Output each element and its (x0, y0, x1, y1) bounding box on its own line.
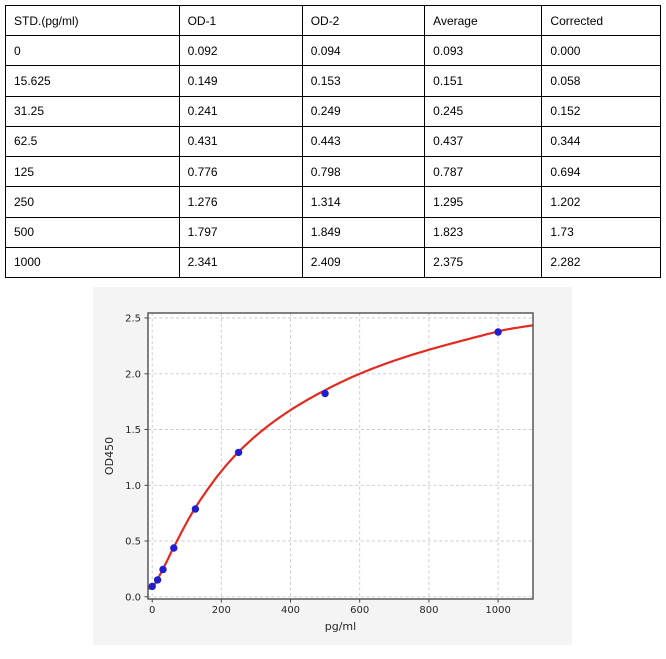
table-cell: 0.776 (178, 155, 303, 188)
svg-text:2.0: 2.0 (125, 369, 141, 380)
svg-text:1.0: 1.0 (125, 481, 141, 492)
svg-text:400: 400 (281, 605, 300, 616)
table-cell: 0.437 (424, 125, 543, 158)
table-cell: 0.245 (424, 95, 543, 127)
y-axis-label: OD450 (103, 437, 116, 475)
table-cell: 0.249 (301, 95, 426, 127)
table-cell: 1.295 (424, 186, 543, 218)
table-cell: 1.823 (424, 216, 543, 248)
table-cell: 15.625 (5, 65, 180, 97)
data-point (153, 576, 162, 584)
column-header: Corrected (541, 5, 661, 36)
data-point (234, 448, 243, 457)
table-cell: 0.094 (301, 34, 426, 67)
table-row: 31.25 0.241 0.249 0.245 0.152 (5, 95, 661, 127)
table-cell: 0.000 (541, 34, 661, 67)
data-point (321, 389, 329, 398)
table-cell: 0.443 (301, 125, 426, 158)
table-cell: 125 (5, 155, 180, 188)
table-cell: 0.058 (541, 65, 661, 97)
data-point (148, 582, 156, 591)
table-cell: 2.409 (301, 246, 426, 279)
table-row: 125 0.776 0.798 0.787 0.694 (5, 155, 661, 188)
standards-table-wrap: STD.(pg/ml) OD-1 OD-2 Average Corrected 0 0.0… (5, 5, 661, 279)
x-axis-label: pg/ml (325, 620, 356, 633)
table-row: 62.5 0.431 0.443 0.437 0.344 (5, 125, 661, 158)
x-tick-labels: 0 200 400 600 800 1000 (149, 605, 511, 616)
table-row: 1000 2.341 2.409 2.375 2.282 (5, 246, 661, 279)
svg-text:1000: 1000 (485, 605, 510, 616)
svg-text:800: 800 (419, 605, 438, 616)
data-point (191, 505, 200, 513)
column-header: Average (424, 5, 543, 36)
table-cell: 0.798 (301, 155, 426, 188)
standard-data-points (148, 328, 502, 591)
table-cell: 1.849 (301, 216, 426, 248)
table-row: 15.625 0.149 0.153 0.151 0.058 (5, 65, 661, 97)
grid-lines (148, 313, 533, 599)
table-cell: 1.797 (178, 216, 303, 248)
table-cell: 2.375 (424, 246, 543, 279)
table-row: 0 0.092 0.094 0.093 0.000 (5, 34, 661, 67)
data-point (494, 328, 502, 336)
plot-area (148, 313, 533, 599)
fit-curve (148, 324, 533, 590)
svg-text:1.5: 1.5 (125, 425, 141, 436)
svg-text:200: 200 (212, 605, 231, 616)
table-cell: 31.25 (5, 95, 180, 127)
svg-text:600: 600 (350, 605, 369, 616)
table-cell: 500 (5, 216, 180, 248)
table-cell: 0.153 (301, 65, 426, 97)
svg-text:0.0: 0.0 (125, 592, 141, 603)
data-point (159, 565, 167, 574)
table-cell: 250 (5, 186, 180, 218)
plot-frame (147, 312, 534, 600)
column-header: OD-1 (178, 5, 303, 36)
table-cell: 1.73 (541, 216, 661, 248)
table-cell: 0.092 (178, 34, 303, 67)
svg-text:2.5: 2.5 (125, 314, 141, 325)
standards-table: STD.(pg/ml) OD-1 OD-2 Average Corrected 0 0.0… (5, 5, 661, 279)
table-cell: 62.5 (5, 125, 180, 158)
table-cell: 1.314 (301, 186, 426, 218)
table-cell: 1.276 (178, 186, 303, 218)
column-header: STD.(pg/ml) (5, 5, 180, 36)
table-cell: 0.787 (424, 155, 543, 188)
table-cell: 0.152 (541, 95, 661, 127)
standard-curve-chart: 0 200 400 600 800 1000 0.0 0.5 1.0 1.5 2.0 2.5 pg/ml… (93, 287, 572, 645)
table-header-row: STD.(pg/ml) OD-1 OD-2 Average Corrected (5, 5, 661, 36)
table-cell: 0.093 (424, 34, 543, 67)
table-cell: 0.344 (541, 125, 661, 158)
table-cell: 1.202 (541, 186, 661, 218)
table-row: 250 1.276 1.314 1.295 1.202 (5, 186, 661, 218)
data-point (170, 544, 178, 552)
table-cell: 0.149 (178, 65, 303, 97)
chart-svg: 0 200 400 600 800 1000 0.0 0.5 1.0 1.5 2.0 2.5 pg/ml… (93, 287, 572, 645)
table-cell: 2.282 (541, 246, 661, 279)
column-header: OD-2 (301, 5, 426, 36)
svg-text:0.5: 0.5 (125, 537, 141, 548)
table-cell: 0.241 (178, 95, 303, 127)
table-cell: 0.151 (424, 65, 543, 97)
table-cell: 2.341 (178, 246, 303, 279)
table-cell: 0.694 (541, 155, 661, 188)
table-row: 500 1.797 1.849 1.823 1.73 (5, 216, 661, 248)
table-cell: 0.431 (178, 125, 303, 158)
svg-text:0: 0 (149, 605, 155, 616)
table-cell: 0 (5, 34, 180, 67)
table-cell: 1000 (5, 246, 180, 279)
y-tick-labels: 0.0 0.5 1.0 1.5 2.0 2.5 (125, 314, 141, 604)
